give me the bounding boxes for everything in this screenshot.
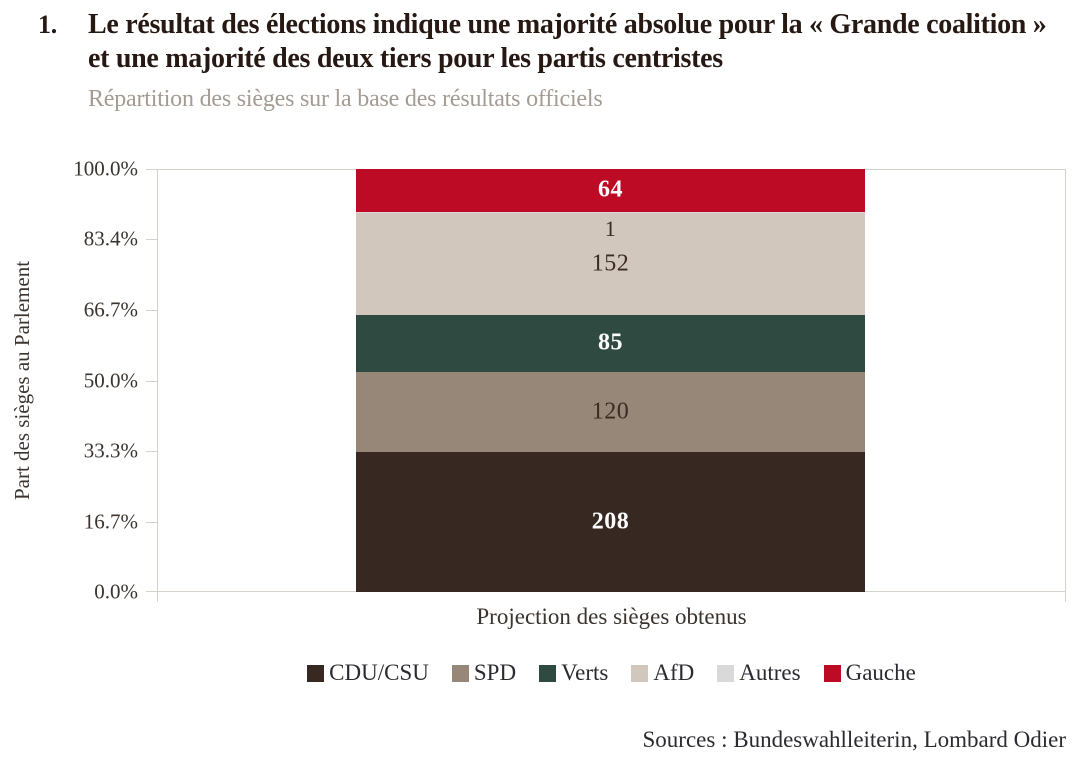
x-axis-title: Projection des sièges obtenus <box>476 604 747 629</box>
y-tick-label-0-0: 0.0% <box>94 579 138 604</box>
y-tick-label-33-3: 33.3% <box>83 438 138 463</box>
legend: CDU/CSU SPD Verts AfD Autres Gauche <box>157 660 1066 686</box>
y-tick-mark <box>146 450 157 452</box>
y-tick-label-100-0: 100.0% <box>73 156 138 181</box>
legend-label-cdu-csu: CDU/CSU <box>329 660 429 685</box>
source-line: Sources : Bundeswahlleiterin, Lombard Od… <box>642 727 1066 752</box>
legend-label-verts: Verts <box>561 660 609 685</box>
bar-segment-spd <box>356 371 865 453</box>
bar-segment-afd <box>356 212 865 315</box>
y-tick-label-66-7: 66.7% <box>83 297 138 322</box>
y-tick-mark <box>146 591 157 592</box>
y-tick-label-83-4: 83.4% <box>83 226 138 251</box>
x-tick-mark-left <box>157 592 158 602</box>
y-tick-label-16-7: 16.7% <box>83 509 138 533</box>
legend-swatch-afd <box>631 664 649 682</box>
legend-item-spd: SPD <box>451 660 517 686</box>
x-tick-mark-right <box>1065 592 1066 602</box>
y-tick-mark <box>146 309 157 311</box>
legend-label-gauche: Gauche <box>845 660 916 685</box>
legend-swatch-verts <box>539 664 557 682</box>
legend-label-autres: Autres <box>739 660 801 685</box>
legend-item-afd: AfD <box>631 660 694 686</box>
y-tick-mark <box>146 239 157 241</box>
bar-segment-verts <box>356 314 865 372</box>
y-tick-mark <box>146 380 157 382</box>
y-tick-label-50-0: 50.0% <box>83 368 138 392</box>
title-number: 1. <box>38 10 58 39</box>
legend-item-cdu-csu: CDU/CSU <box>307 660 429 686</box>
legend-swatch-gauche <box>823 664 841 682</box>
legend-item-gauche: Gauche <box>823 660 916 686</box>
legend-swatch-cdu-csu <box>307 664 325 682</box>
y-tick-mark <box>146 169 157 170</box>
legend-swatch-spd <box>451 664 469 682</box>
legend-label-afd: AfD <box>653 660 695 685</box>
bar-segment-cdu-csu <box>356 452 865 592</box>
legend-label-spd: SPD <box>473 660 517 685</box>
y-tick-marks <box>146 169 157 592</box>
bar-segment-autres <box>356 211 865 213</box>
legend-item-autres: Autres <box>717 660 801 686</box>
bar-segment-gauche <box>356 169 865 212</box>
page-subtitle: Répartition des sièges sur la base des r… <box>88 86 603 112</box>
y-tick-mark <box>146 521 157 523</box>
stacked-bar <box>356 169 865 592</box>
legend-item-verts: Verts <box>539 660 608 686</box>
page-title: Le résultat des élections indique une ma… <box>88 9 1047 74</box>
y-tick-labels: 100.0% 83.4% 66.7% 50.0% 33.3% 16.7% 0.0% <box>0 157 138 604</box>
legend-swatch-autres <box>717 664 735 682</box>
